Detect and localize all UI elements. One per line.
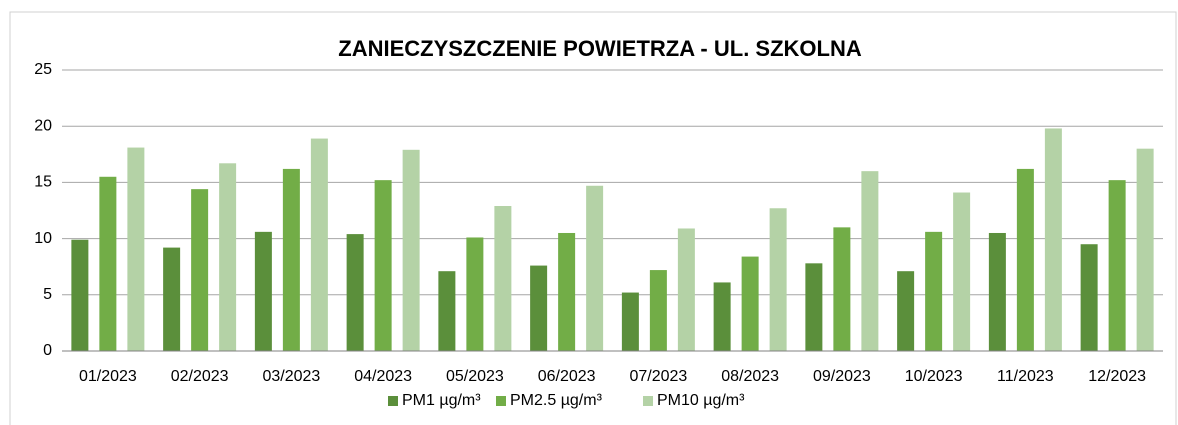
bar [438, 271, 456, 351]
x-tick-label: 08/2023 [721, 368, 779, 385]
x-tick-label: 06/2023 [538, 368, 596, 385]
bar [374, 180, 392, 351]
bar [833, 227, 851, 351]
legend-label: PM2.5 µg/m³ [510, 392, 603, 409]
y-tick-label: 25 [34, 61, 52, 78]
x-tick-label: 05/2023 [446, 368, 504, 385]
legend-swatch [496, 396, 506, 406]
x-tick-label: 11/2023 [997, 368, 1054, 385]
bar [925, 231, 943, 351]
legend-swatch [643, 396, 653, 406]
bar [346, 234, 364, 351]
bar [741, 256, 759, 351]
y-tick-label: 10 [34, 230, 52, 247]
bar [1080, 244, 1098, 351]
bar [1136, 148, 1154, 351]
x-tick-label: 04/2023 [354, 368, 412, 385]
y-tick-label: 15 [34, 174, 52, 191]
x-tick-label: 12/2023 [1088, 368, 1146, 385]
bar [621, 292, 639, 351]
bar [1108, 180, 1126, 351]
bar [127, 147, 145, 351]
x-tick-label: 02/2023 [171, 368, 229, 385]
bar [254, 231, 272, 351]
x-tick-label: 09/2023 [813, 368, 871, 385]
bar [282, 168, 300, 351]
bar [769, 208, 787, 351]
x-tick-label: 10/2023 [905, 368, 963, 385]
bar [649, 270, 667, 351]
bar [99, 176, 117, 351]
y-tick-label: 20 [34, 117, 52, 134]
bar [191, 189, 209, 351]
bar [402, 149, 420, 351]
bar [71, 239, 89, 351]
bar [988, 232, 1006, 351]
legend-label: PM1 µg/m³ [402, 392, 481, 409]
bar [1016, 168, 1034, 351]
bar [163, 247, 181, 351]
bar [530, 265, 548, 351]
bar [713, 282, 731, 351]
bar [677, 228, 695, 351]
x-tick-label: 01/2023 [79, 368, 137, 385]
bar [494, 206, 512, 351]
chart-title: ZANIECZYSZCZENIE POWIETRZA - UL. SZKOLNA [338, 36, 862, 61]
bar [805, 263, 823, 351]
bar [1044, 128, 1062, 351]
x-tick-label: 07/2023 [629, 368, 687, 385]
bar [897, 271, 915, 351]
bar [466, 237, 484, 351]
x-tick-label: 03/2023 [262, 368, 320, 385]
bar [219, 163, 237, 351]
bar [310, 138, 328, 351]
bar [558, 232, 576, 351]
chart-border [9, 11, 1177, 425]
y-tick-label: 0 [43, 342, 52, 359]
y-tick-label: 5 [43, 286, 52, 303]
legend-label: PM10 µg/m³ [657, 392, 745, 409]
legend-swatch [388, 396, 398, 406]
bar [861, 171, 879, 351]
bar [953, 192, 971, 351]
bar [586, 185, 604, 351]
